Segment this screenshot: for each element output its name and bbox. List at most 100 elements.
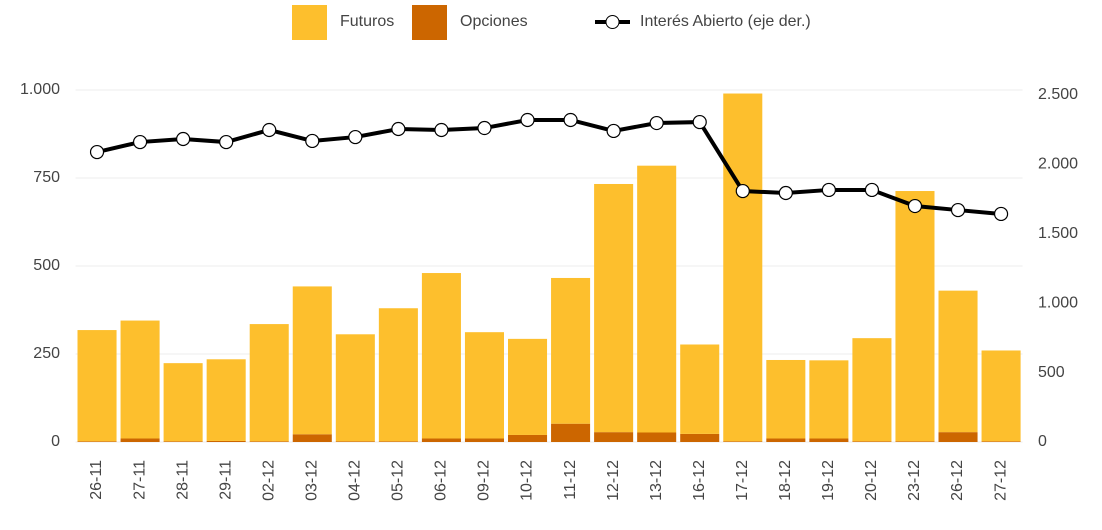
x-tick-label: 11-12 [562, 460, 579, 500]
bar [637, 165, 677, 433]
bar [895, 441, 935, 442]
bar [551, 423, 591, 442]
bar [464, 438, 504, 442]
bar [981, 350, 1021, 442]
legend-swatch [292, 5, 327, 40]
bar [378, 441, 418, 442]
y-tick-label: 500 [33, 257, 60, 274]
line-point [219, 134, 234, 150]
x-tick-label: 18-12 [777, 460, 794, 501]
line-point [520, 112, 535, 128]
legend-label: Futuros [340, 13, 394, 30]
x-tick-label: 27-12 [992, 460, 1009, 501]
bar [508, 338, 548, 435]
x-tick-label: 28-11 [174, 460, 191, 500]
bar [723, 441, 763, 442]
legend-label: Opciones [460, 13, 528, 30]
bar [249, 441, 289, 442]
bar [895, 191, 935, 442]
y2-tick-label: 1.500 [1038, 225, 1078, 242]
y-tick-label: 750 [33, 169, 60, 186]
line-point [692, 114, 707, 130]
bar [335, 441, 375, 442]
y2-tick-label: 1.000 [1038, 294, 1078, 311]
line-point [735, 183, 750, 199]
line-point [993, 206, 1009, 222]
bar [163, 441, 203, 442]
x-tick-label: 10-12 [519, 460, 536, 501]
x-tick-label: 29-11 [217, 460, 234, 500]
bar [508, 434, 548, 442]
bar [464, 332, 504, 439]
x-tick-label: 12-12 [605, 460, 622, 501]
bar [292, 434, 332, 442]
bar [852, 441, 892, 442]
bar [163, 363, 203, 442]
bar [637, 432, 677, 442]
x-tick-label: 27-11 [131, 460, 148, 500]
bar [723, 93, 763, 442]
line-point [176, 131, 191, 147]
x-tick-label: 20-12 [863, 460, 880, 501]
bar [421, 273, 461, 439]
bar [206, 440, 246, 442]
bar [249, 324, 289, 442]
line-point [563, 112, 578, 128]
bar [766, 359, 806, 439]
x-tick-label: 03-12 [303, 460, 320, 501]
line-point [821, 182, 836, 198]
bar [77, 441, 117, 442]
bar [292, 286, 332, 435]
x-tick-label: 05-12 [390, 460, 407, 501]
y2-tick-label: 2.000 [1038, 156, 1078, 173]
legend-label: Interés Abierto (eje der.) [640, 13, 811, 30]
bar [206, 359, 246, 441]
line-point [434, 122, 449, 138]
bar [938, 432, 978, 442]
y-tick-label: 1.000 [20, 81, 60, 98]
bar [809, 360, 849, 439]
line-point [305, 133, 320, 149]
legend-swatch [605, 15, 620, 29]
x-tick-label: 19-12 [820, 460, 837, 501]
bar [852, 338, 892, 442]
x-tick-label: 26-11 [88, 460, 105, 500]
line-point [950, 202, 966, 218]
bar [335, 334, 375, 442]
line-point [89, 144, 105, 160]
line-point [262, 122, 277, 138]
bar [981, 441, 1021, 442]
y-tick-label: 0 [51, 433, 60, 450]
line [96, 117, 1002, 216]
bar [680, 344, 720, 434]
bar [120, 438, 160, 442]
bar [680, 433, 720, 442]
bar [938, 290, 978, 433]
bar [551, 277, 591, 424]
y-tick-label: 250 [33, 345, 60, 362]
bar [766, 438, 806, 442]
x-tick-label: 09-12 [476, 460, 493, 501]
y2-tick-label: 500 [1038, 364, 1065, 381]
x-tick-label: 02-12 [260, 460, 277, 501]
bar [809, 438, 849, 442]
x-tick-label: 06-12 [433, 460, 450, 501]
bar [120, 320, 160, 439]
line-point [391, 121, 406, 137]
bar [378, 308, 418, 442]
line-point [606, 123, 621, 139]
bar [594, 432, 634, 442]
x-tick-label: 13-12 [648, 460, 665, 501]
line-point [132, 134, 148, 150]
x-tick-label: 17-12 [734, 460, 751, 501]
bar [421, 438, 461, 442]
x-tick-label: 23-12 [906, 460, 923, 501]
y2-tick-label: 2.500 [1038, 86, 1078, 103]
legend-swatch [412, 5, 447, 40]
line-point [477, 120, 492, 136]
line-point [907, 198, 923, 214]
y2-tick-label: 0 [1038, 433, 1047, 450]
bar [594, 183, 634, 433]
bar [77, 330, 117, 442]
